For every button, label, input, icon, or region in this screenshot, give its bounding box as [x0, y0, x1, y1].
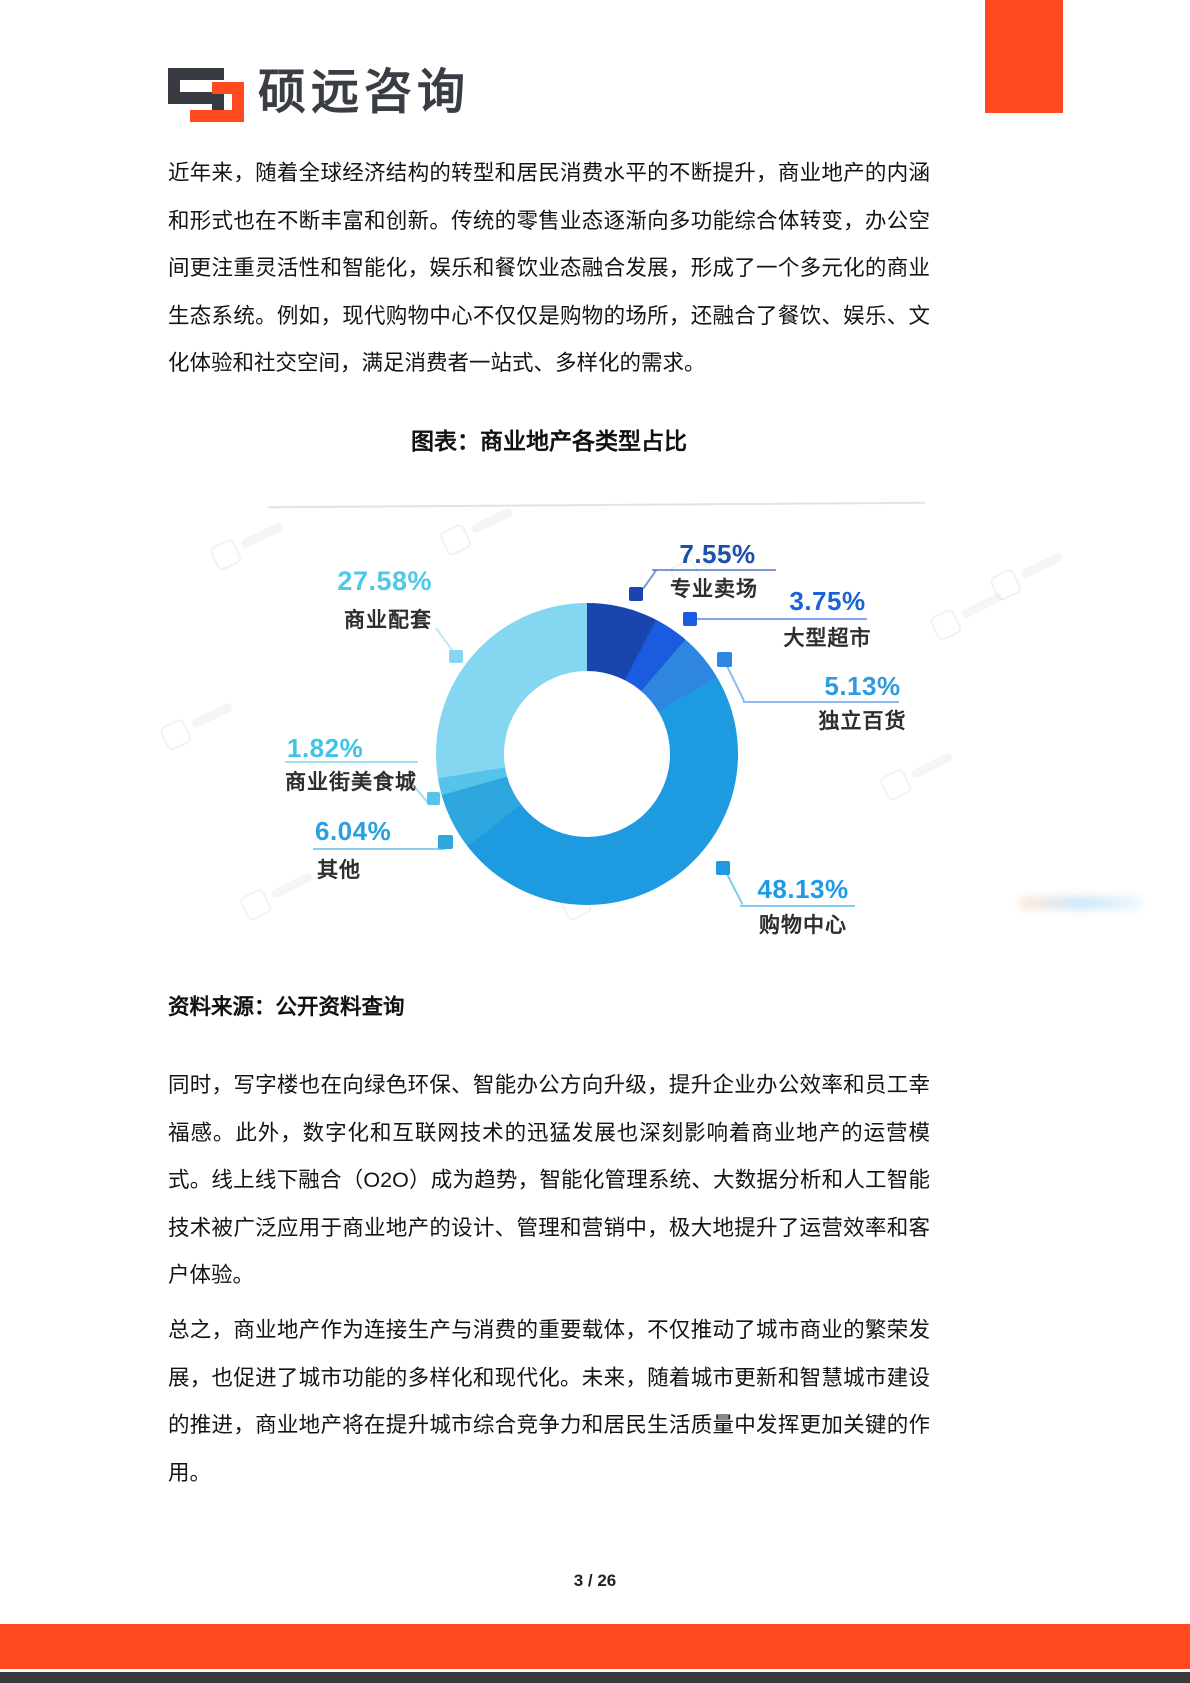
donut-plot [436, 603, 738, 905]
leader-line [743, 701, 899, 703]
slice-marker-shangyepeitao [449, 650, 463, 663]
leader-line [285, 761, 418, 763]
bottom-accent-bar [0, 1624, 1190, 1669]
leader-line [697, 618, 867, 620]
slice-marker-dulibaihuo [717, 652, 732, 667]
watermark [208, 514, 291, 572]
slice-marker-meishicheng [427, 792, 440, 805]
leader-line [726, 665, 745, 702]
top-right-accent-block [985, 0, 1063, 113]
chart-title: 图表：商业地产各类型占比 [411, 428, 687, 454]
slice-marker-daxingchaoshi [683, 612, 697, 626]
donut-chart: 27.58% 商业配套 7.55% 专业卖场 3.75% 大型超市 5.13% … [0, 460, 1190, 940]
leader-line [652, 569, 776, 571]
leader-line [726, 873, 744, 905]
slice-pct-dulibaihuo: 5.13% [824, 671, 901, 701]
slice-label-dulibaihuo: 独立百货 [818, 710, 907, 733]
leader-line [313, 848, 445, 850]
bottom-dark-strip [0, 1672, 1190, 1683]
slice-pct-shangyepeitao: 27.58% [337, 566, 432, 596]
paragraph-intro: 近年来，随着全球经济结构的转型和居民消费水平的不断提升，商业地产的内涵和形式也在… [168, 161, 930, 375]
watermark [158, 694, 241, 752]
watermark [988, 544, 1071, 602]
data-source-note: 资料来源：公开资料查询 [168, 995, 405, 1019]
watermark [438, 499, 521, 557]
slice-label-zhuanyemaichang: 专业卖场 [670, 578, 758, 601]
slice-label-meishicheng: 商业街美食城 [285, 771, 417, 794]
slice-pct-gouwuzhongxin: 48.13% [757, 874, 849, 904]
slice-marker-qita [438, 835, 453, 849]
watermark-color-smear [1018, 896, 1143, 910]
leader-line [740, 905, 855, 907]
brand-logo-icon [168, 68, 244, 122]
slice-pct-qita: 6.04% [315, 816, 392, 846]
slice-label-shangyepeitao: 商业配套 [344, 609, 432, 632]
slice-marker-zhuanyemaichang [629, 587, 643, 601]
leader-line [435, 627, 454, 652]
chart-border-line [268, 501, 925, 509]
paragraph-conclusion: 总之，商业地产作为连接生产与消费的重要载体，不仅推动了城市商业的繁荣发展，也促进… [168, 1318, 930, 1485]
page-number: 3 / 26 [573, 1571, 617, 1590]
watermark [878, 744, 961, 802]
slice-pct-meishicheng: 1.82% [287, 733, 364, 763]
slice-label-gouwuzhongxin: 购物中心 [759, 914, 847, 937]
paragraph-office-upgrade: 同时，写字楼也在向绿色环保、智能办公方向升级，提升企业办公效率和员工幸福感。此外… [168, 1073, 930, 1287]
watermark [238, 864, 321, 922]
slice-label-daxingchaoshi: 大型超市 [783, 627, 872, 650]
slice-label-qita: 其他 [317, 859, 361, 882]
slice-pct-zhuanyemaichang: 7.55% [679, 539, 756, 569]
brand-name: 硕远咨询 [258, 66, 471, 119]
slice-marker-gouwuzhongxin [716, 861, 730, 875]
slice-pct-daxingchaoshi: 3.75% [789, 586, 866, 616]
